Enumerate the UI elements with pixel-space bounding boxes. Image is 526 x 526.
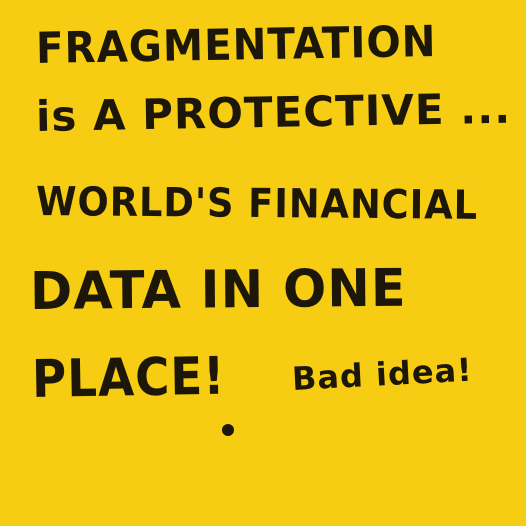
ink-dot xyxy=(222,424,234,436)
note-line-5: PLACE! xyxy=(31,346,226,410)
note-line-3: WORLD'S FINANCIAL xyxy=(35,179,479,229)
note-line-1: FRAGMENTATION xyxy=(35,17,437,74)
note-line-2: is A PROTECTIVE ... xyxy=(35,83,512,141)
note-line-6: Bad idea! xyxy=(291,350,474,398)
note-line-4: DATA IN ONE xyxy=(29,258,407,322)
